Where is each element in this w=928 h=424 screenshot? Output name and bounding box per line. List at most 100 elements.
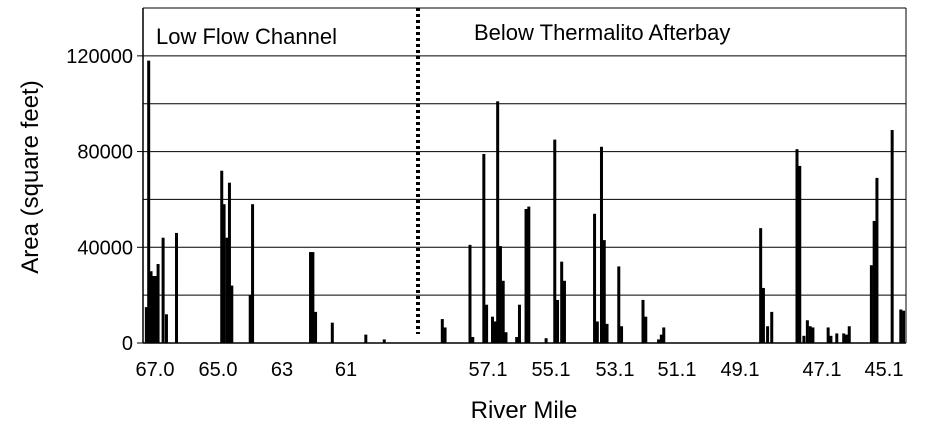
bar (659, 334, 663, 343)
bar (761, 287, 765, 343)
bar (890, 130, 894, 343)
bar (251, 204, 255, 343)
x-tick-labels: 67.0 65.0 63 61 57.1 55.1 53.1 51.1 49.1 47.1 45.1 (136, 359, 904, 381)
bar (599, 146, 603, 343)
bar (902, 310, 906, 343)
bar (227, 182, 231, 343)
bar (766, 326, 770, 343)
bar (835, 333, 839, 343)
bar (493, 321, 497, 343)
bar (482, 153, 486, 343)
bar (657, 339, 661, 343)
bar (842, 333, 846, 343)
bar (524, 209, 528, 343)
bar (490, 316, 494, 343)
bar (795, 149, 799, 343)
bar (872, 220, 876, 343)
bar (595, 321, 599, 343)
bar (330, 322, 334, 343)
bar (517, 304, 521, 343)
bar (899, 309, 903, 343)
bar (829, 335, 833, 343)
x-tick-label: 49.1 (721, 359, 760, 381)
x-tick-label: 61 (335, 359, 357, 381)
bar (485, 304, 489, 343)
bar (770, 311, 774, 343)
bar (468, 244, 472, 343)
bar (844, 334, 848, 343)
x-tick-label: 51.1 (658, 359, 697, 381)
plot-frame (142, 8, 907, 344)
bar (220, 170, 224, 343)
bar (553, 139, 557, 343)
bar (225, 237, 229, 343)
y-tick-labels: 0 40000 80000 120000 (66, 46, 143, 355)
bar (222, 204, 226, 343)
bar (501, 280, 505, 343)
bar-series (144, 60, 906, 344)
x-tick-label: 57.1 (469, 359, 508, 381)
x-tick-label: 67.0 (136, 359, 175, 381)
bar (149, 271, 153, 343)
bar (802, 335, 806, 343)
bar (144, 307, 148, 343)
bar (443, 327, 447, 343)
bar (759, 228, 763, 343)
bar (620, 326, 624, 343)
y-tick-label: 0 (122, 333, 133, 355)
bar (556, 299, 560, 343)
y-tick-label: 40000 (77, 237, 133, 259)
bar (498, 246, 502, 343)
bar (154, 276, 158, 343)
bar (230, 285, 234, 343)
x-tick-label: 45.1 (865, 359, 904, 381)
bar (151, 276, 155, 343)
y-axis-title: Area (square feet) (17, 80, 44, 273)
bar (605, 323, 609, 343)
bar (560, 261, 564, 343)
bar (875, 177, 879, 343)
x-tick-label: 65.0 (199, 359, 238, 381)
bar (161, 237, 165, 343)
x-tick-label: 63 (271, 359, 293, 381)
y-tick-label: 80000 (77, 142, 133, 164)
x-tick-label: 55.1 (532, 359, 571, 381)
bar (826, 327, 830, 343)
bar (504, 332, 508, 343)
region-label-below-afterbay: Below Thermalito Afterbay (474, 20, 730, 45)
bar (562, 280, 566, 343)
bar (798, 165, 802, 343)
bar (662, 327, 666, 343)
bar (644, 316, 648, 343)
bar (175, 232, 179, 343)
x-tick-label: 47.1 (803, 359, 842, 381)
bar (593, 213, 597, 343)
bar (847, 326, 851, 343)
bar (156, 264, 160, 343)
grid-lines (143, 7, 906, 296)
bar (808, 326, 812, 343)
bar (309, 252, 313, 343)
bar (515, 337, 519, 343)
bar (471, 337, 475, 343)
bar (544, 338, 548, 343)
x-tick-label: 53.1 (596, 359, 635, 381)
bar (496, 101, 500, 343)
bar (311, 252, 315, 343)
bar (602, 240, 606, 343)
bar (617, 266, 621, 343)
bar (364, 334, 368, 343)
bar (527, 206, 531, 343)
bar (440, 319, 444, 343)
bar (382, 339, 386, 343)
y-tick-label: 120000 (66, 46, 133, 68)
region-label-low-flow: Low Flow Channel (156, 24, 337, 49)
bar (869, 265, 873, 343)
bar (248, 295, 252, 343)
bar (164, 314, 168, 343)
bar (314, 311, 318, 343)
x-axis-title: River Mile (471, 397, 578, 424)
bar (641, 299, 645, 343)
bar (811, 327, 815, 343)
